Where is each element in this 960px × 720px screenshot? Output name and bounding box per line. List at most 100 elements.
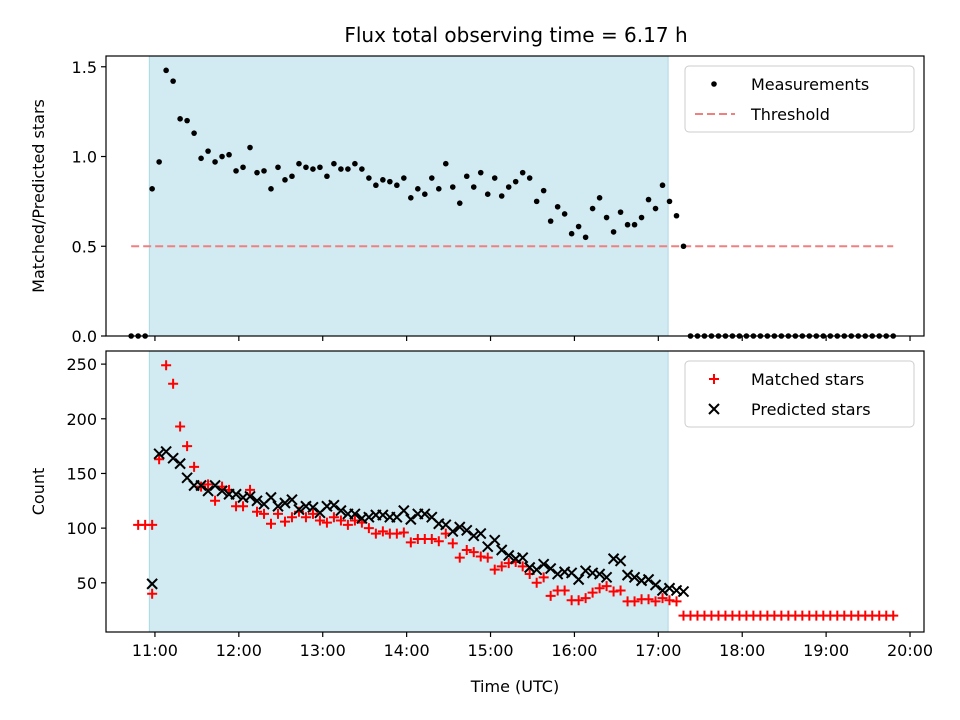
measurement-point: [519, 169, 526, 176]
matched-star-point: [175, 421, 186, 432]
measurement-point: [205, 148, 211, 154]
predicted-star-point: [398, 504, 410, 517]
predicted-star-point: [328, 499, 340, 511]
axes-frame: [105, 55, 925, 337]
predicted-star-point: [286, 493, 298, 506]
matched-star-point: [363, 523, 374, 534]
predicted-star-point: [307, 501, 319, 514]
x-tick-label: 15:00: [467, 641, 513, 660]
measurement-point: [394, 182, 400, 189]
legend-label: Threshold: [750, 105, 830, 124]
matched-star-point: [531, 577, 542, 588]
measurement-point: [610, 229, 617, 235]
matched-star-point: [615, 585, 626, 596]
y-tick-label: 0.5: [72, 237, 97, 256]
measurement-point: [505, 184, 512, 190]
predicted-star-point: [405, 513, 417, 526]
matched-star-point: [161, 360, 172, 371]
measurement-point: [303, 164, 309, 171]
predicted-star-point: [607, 553, 620, 565]
measurement-point: [673, 212, 680, 219]
measurement-point: [638, 214, 645, 221]
matched-star-point: [545, 590, 556, 601]
matched-star-point: [328, 512, 339, 523]
y-tick-label: 1.0: [72, 148, 97, 167]
predicted-star-point: [523, 561, 536, 574]
measurement-point: [596, 194, 603, 201]
predicted-star-point: [593, 568, 606, 580]
matched-star-point: [671, 596, 682, 607]
matched-star-point: [475, 551, 486, 562]
matched-star-point: [447, 538, 458, 549]
predicted-star-point: [461, 524, 473, 537]
measurement-point: [415, 186, 421, 192]
matched-star-point: [608, 586, 619, 597]
predicted-star-point: [544, 562, 557, 575]
predicted-star-point: [649, 579, 662, 591]
predicted-star-point: [349, 508, 361, 520]
measurement-point: [659, 182, 666, 189]
matched-star-point: [496, 561, 507, 572]
measurement-point: [561, 211, 568, 217]
predicted-star-point: [209, 479, 221, 492]
measurement-point: [680, 243, 687, 250]
x-tick-label: 13:00: [300, 641, 346, 660]
measurement-point: [296, 160, 302, 167]
measurement-point: [652, 205, 659, 212]
predicted-star-point: [621, 569, 634, 581]
count-panel: 11:00 12:00 13:00 14:00 15:00 16:00 17:00 18:00…: [29, 350, 933, 696]
measurement-point: [324, 173, 330, 180]
measurement-point: [554, 203, 561, 210]
x-tick-label: 18:00: [719, 641, 765, 660]
observing-span-shade: [148, 350, 669, 633]
matched-star-point: [650, 596, 661, 607]
measurement-point: [401, 175, 407, 181]
predicted-star-point: [677, 585, 690, 598]
measurement-point: [631, 221, 638, 228]
predicted-star-point: [656, 584, 669, 597]
measurement-point: [156, 159, 162, 165]
matched-star-point: [182, 441, 193, 452]
x-tick-label: 11:00: [132, 641, 178, 660]
predicted-star-point: [265, 491, 277, 504]
measurement-point: [380, 177, 386, 183]
measurement-point: [198, 155, 204, 162]
measurement-point: [261, 168, 267, 174]
measurement-point: [442, 160, 449, 167]
matched-star-point: [573, 595, 584, 606]
measurement-point: [387, 178, 393, 185]
measurement-point: [470, 184, 477, 190]
predicted-star-point: [174, 457, 186, 470]
legend-label: Predicted stars: [751, 400, 871, 419]
measurement-point: [310, 166, 316, 172]
predicted-star-point: [579, 565, 592, 577]
predicted-star-point: [475, 527, 487, 540]
y-axis-label: Matched/Predicted stars: [29, 99, 48, 293]
legend-label: Matched stars: [751, 370, 864, 389]
measurement-point: [212, 159, 218, 165]
y-tick-label: 50: [77, 574, 97, 593]
predicted-star-point: [202, 485, 214, 497]
y-tick-label: 250: [66, 355, 97, 374]
legend-label: Measurements: [751, 75, 869, 94]
predicted-star-point: [496, 544, 508, 556]
matched-star-point: [154, 454, 165, 465]
measurement-point: [533, 198, 540, 205]
predicted-star-point: [363, 511, 375, 523]
measurement-point: [408, 194, 414, 201]
measurement-point: [582, 234, 589, 241]
measurement-point: [163, 67, 169, 74]
predicted-star-point: [503, 549, 515, 562]
predicted-star-point: [537, 558, 550, 570]
matched-star-point: [664, 595, 675, 606]
predicted-star-point: [272, 500, 284, 512]
measurement-point: [666, 198, 673, 205]
matched-star-point: [314, 515, 325, 526]
matched-star-point: [580, 593, 591, 604]
measurement-point: [219, 153, 225, 160]
predicted-star-point: [251, 495, 263, 507]
matched-star-point: [601, 581, 612, 592]
matched-star-point: [147, 588, 158, 599]
y-tick-label: 150: [66, 464, 97, 483]
matched-star-point: [252, 506, 263, 517]
